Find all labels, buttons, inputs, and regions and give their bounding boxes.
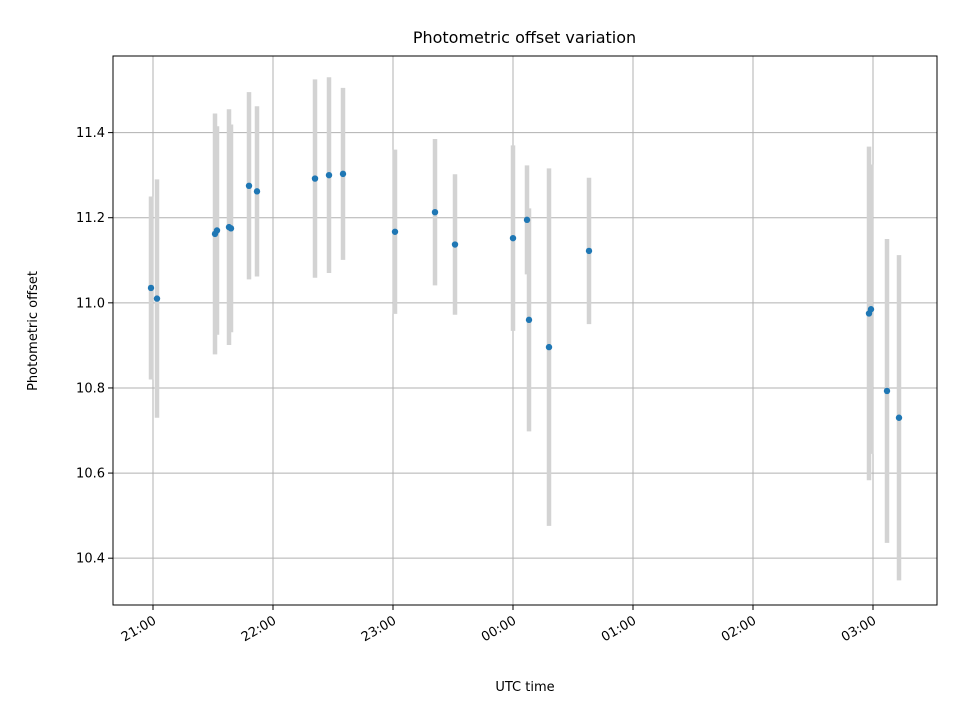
x-tick-label: 03:00 <box>839 613 879 645</box>
data-point <box>311 175 319 182</box>
data-point <box>153 295 161 302</box>
data-point <box>545 343 553 351</box>
x-tick-label: 02:00 <box>719 613 759 645</box>
x-axis-label: UTC time <box>495 680 554 695</box>
y-tick-label: 10.6 <box>76 467 105 482</box>
x-tick-label: 21:00 <box>119 613 159 645</box>
data-point <box>245 182 253 190</box>
x-tick-label: 23:00 <box>359 613 399 645</box>
data-point <box>525 316 533 324</box>
x-tick-label: 01:00 <box>599 613 639 645</box>
data-point <box>147 284 155 292</box>
tick-layer: 21:00 22:00 23:00 00:00 01:00 02:00 03:00 10.4 1… <box>76 126 879 645</box>
y-tick-label: 10.8 <box>76 381 105 396</box>
data-point <box>451 241 459 248</box>
data-point <box>883 387 891 395</box>
data-point <box>339 170 347 178</box>
data-point <box>895 414 903 421</box>
y-tick-label: 11.4 <box>76 126 105 141</box>
y-axis-label: Photometric offset <box>26 271 41 391</box>
y-tick-label: 11.0 <box>76 296 105 311</box>
data-point <box>585 247 593 255</box>
data-point <box>509 234 517 242</box>
plot-frame <box>112 55 938 606</box>
data-point <box>431 208 439 216</box>
errorbar-layer <box>148 77 902 581</box>
data-point <box>253 188 261 195</box>
x-tick-label: 22:00 <box>239 613 279 645</box>
data-point <box>391 228 399 235</box>
y-tick-label: 11.2 <box>76 211 105 226</box>
data-point <box>213 227 221 234</box>
grid-layer <box>113 56 937 605</box>
point-layer <box>147 170 903 421</box>
data-point <box>867 306 875 313</box>
data-point <box>523 216 531 224</box>
data-point <box>325 171 333 179</box>
data-point <box>227 225 235 232</box>
chart-title: Photometric offset variation <box>413 28 636 47</box>
x-tick-label: 00:00 <box>479 613 519 645</box>
y-tick-label: 10.4 <box>76 552 105 567</box>
